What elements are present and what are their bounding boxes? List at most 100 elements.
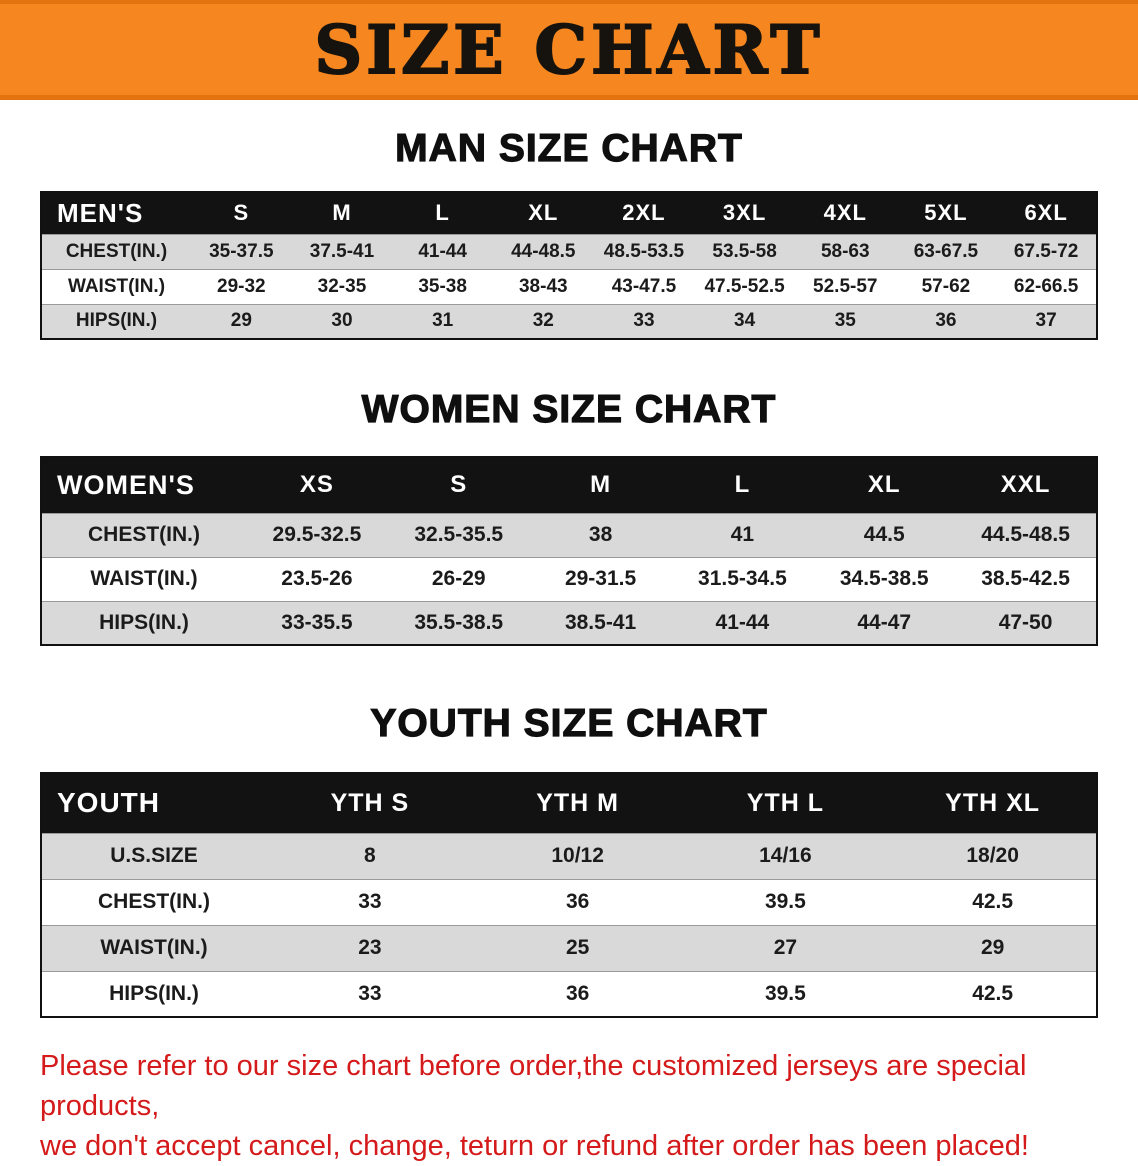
table-row: CHEST(IN.) 29.5-32.5 32.5-35.5 38 41 44.5 44.5…: [41, 513, 1097, 557]
page-title: SIZE CHART: [314, 10, 824, 90]
measurement-value: 43-47.5: [611, 275, 677, 297]
size-column-header: S: [191, 192, 292, 234]
measurement-value: 42.5: [972, 890, 1014, 913]
measurement-value: 39.5: [764, 890, 806, 913]
measurement-value: 23.5-26: [281, 567, 353, 590]
measurement-value: 18/20: [966, 844, 1019, 867]
measurement-value: 41: [730, 523, 755, 546]
size-column-header: M: [529, 457, 672, 513]
size-column-header: 3XL: [694, 192, 795, 234]
measurement-value: 58-63: [820, 240, 870, 262]
table-row: HIPS(IN.) 29 30 31 32 33 34 35 36 37: [41, 304, 1097, 339]
women-section-heading: WOMEN SIZE CHART: [361, 387, 777, 431]
men-size-section: MAN SIZE CHART MEN'S S M L XL 2XL 3XL 4XL 5XL 6XL…: [0, 126, 1138, 340]
measurement-value: 57-62: [921, 275, 971, 297]
measurement-value: 33: [358, 981, 382, 1005]
measurement-value: 35-38: [418, 275, 467, 297]
measurement-label: WAIST(IN.): [67, 275, 166, 297]
disclaimer-line-1: Please refer to our size chart before or…: [40, 1050, 1027, 1123]
measurement-value: 29.5-32.5: [272, 523, 362, 546]
measurement-value: 23: [358, 936, 382, 959]
measurement-value: 8: [364, 844, 376, 867]
measurement-value: 63-67.5: [913, 240, 979, 262]
size-column-header: L: [671, 457, 814, 513]
measurement-value: 48.5-53.5: [603, 240, 685, 262]
women-size-section: WOMEN SIZE CHART WOMEN'S XS S M L XL XXL CHEST(…: [0, 387, 1138, 646]
measurement-value: 33: [633, 310, 655, 332]
measurement-label: WAIST(IN.): [90, 567, 198, 590]
table-row: WAIST(IN.) 29-32 32-35 35-38 38-43 43-47.5 47.…: [41, 269, 1097, 304]
measurement-value: 31: [432, 310, 454, 332]
measurement-value: 32-35: [317, 275, 367, 297]
table-title-cell: MEN'S: [41, 192, 191, 234]
measurement-label: CHEST(IN.): [98, 890, 210, 913]
table-row: HIPS(IN.) 33-35.5 35.5-38.5 38.5-41 41-44 44-…: [41, 601, 1097, 645]
measurement-value: 42.5: [972, 981, 1014, 1005]
size-column-header: XL: [492, 192, 594, 234]
measurement-value: 37: [1035, 310, 1057, 332]
measurement-value: 29-31.5: [564, 567, 637, 590]
table-row: U.S.SIZE 8 10/12 14/16 18/20: [41, 833, 1097, 879]
measurement-value: 31.5-34.5: [698, 567, 787, 590]
youth-size-section: YOUTH SIZE CHART YOUTH YTH S YTH M YTH L YTH…: [0, 701, 1138, 1018]
measurement-value: 35-37.5: [209, 240, 274, 262]
measurement-label: CHEST(IN.): [65, 240, 168, 262]
size-column-header: 6XL: [996, 192, 1097, 234]
measurement-value: 14/16: [759, 844, 812, 867]
table-header-row: MEN'S S M L XL 2XL 3XL 4XL 5XL 6XL: [41, 192, 1097, 234]
measurement-value: 44.5: [863, 523, 905, 546]
women-size-table: WOMEN'S XS S M L XL XXL CHEST(IN.) 29.5-32.5 32.5…: [40, 456, 1098, 646]
measurement-value: 47-50: [998, 610, 1053, 634]
measurement-label: WAIST(IN.): [100, 936, 208, 959]
measurement-value: 44-48.5: [511, 240, 576, 262]
size-column-header: S: [387, 457, 530, 513]
youth-section-heading: YOUTH SIZE CHART: [370, 701, 768, 745]
table-title-cell: YOUTH: [41, 773, 266, 833]
measurement-value: 26-29: [431, 567, 486, 590]
measurement-value: 29: [980, 936, 1005, 959]
table-header-row: YOUTH YTH S YTH M YTH L YTH XL: [41, 773, 1097, 833]
measurement-label: HIPS(IN.): [99, 610, 189, 634]
size-column-header: YTH M: [473, 773, 682, 833]
size-column-header: YTH XL: [889, 773, 1097, 833]
table-row: WAIST(IN.) 23.5-26 26-29 29-31.5 31.5-34.5 34…: [41, 557, 1097, 601]
size-column-header: XXL: [955, 457, 1097, 513]
disclaimer-line-2: we don't accept cancel, change, teturn o…: [40, 1130, 1029, 1163]
measurement-value: 41-44: [418, 240, 467, 262]
measurement-value: 38-43: [518, 275, 568, 297]
measurement-value: 41-44: [715, 610, 770, 634]
measurement-label: CHEST(IN.): [88, 523, 200, 546]
measurement-value: 10/12: [551, 844, 604, 867]
measurement-label: HIPS(IN.): [75, 310, 158, 332]
size-chart-banner: SIZE CHART: [0, 0, 1138, 100]
measurement-value: 33: [358, 890, 382, 913]
measurement-value: 38.5-42.5: [981, 567, 1070, 590]
measurement-label: U.S.SIZE: [110, 844, 198, 867]
measurement-value: 32.5-35.5: [414, 523, 504, 546]
size-column-header: YTH L: [681, 773, 890, 833]
measurement-value: 36: [565, 890, 590, 913]
measurement-value: 67.5-72: [1013, 240, 1079, 262]
youth-size-table: YOUTH YTH S YTH M YTH L YTH XL U.S.SIZE 8 10/12…: [40, 772, 1098, 1018]
table-row: CHEST(IN.) 35-37.5 37.5-41 41-44 44-48.5 48.5…: [41, 234, 1097, 269]
table-row: HIPS(IN.) 33 36 39.5 42.5: [41, 971, 1097, 1017]
table-row: CHEST(IN.) 33 36 39.5 42.5: [41, 879, 1097, 925]
measurement-value: 35: [834, 310, 856, 332]
measurement-value: 29: [230, 310, 252, 332]
measurement-value: 53.5-58: [712, 240, 777, 262]
measurement-value: 32: [532, 310, 554, 332]
measurement-label: HIPS(IN.): [109, 981, 199, 1005]
disclaimer-note: Please refer to our size chart before or…: [40, 1046, 1100, 1166]
measurement-value: 38.5-41: [564, 610, 637, 634]
measurement-value: 39.5: [764, 981, 806, 1005]
measurement-value: 36: [935, 310, 957, 332]
measurement-value: 33-35.5: [281, 610, 353, 634]
men-section-heading: MAN SIZE CHART: [395, 126, 743, 170]
table-row: WAIST(IN.) 23 25 27 29: [41, 925, 1097, 971]
measurement-value: 37.5-41: [309, 240, 375, 262]
measurement-value: 62-66.5: [1013, 275, 1079, 297]
size-column-header: L: [392, 192, 493, 234]
size-column-header: XL: [813, 457, 956, 513]
men-size-table: MEN'S S M L XL 2XL 3XL 4XL 5XL 6XL CHEST(IN.) 35-37…: [40, 191, 1098, 340]
